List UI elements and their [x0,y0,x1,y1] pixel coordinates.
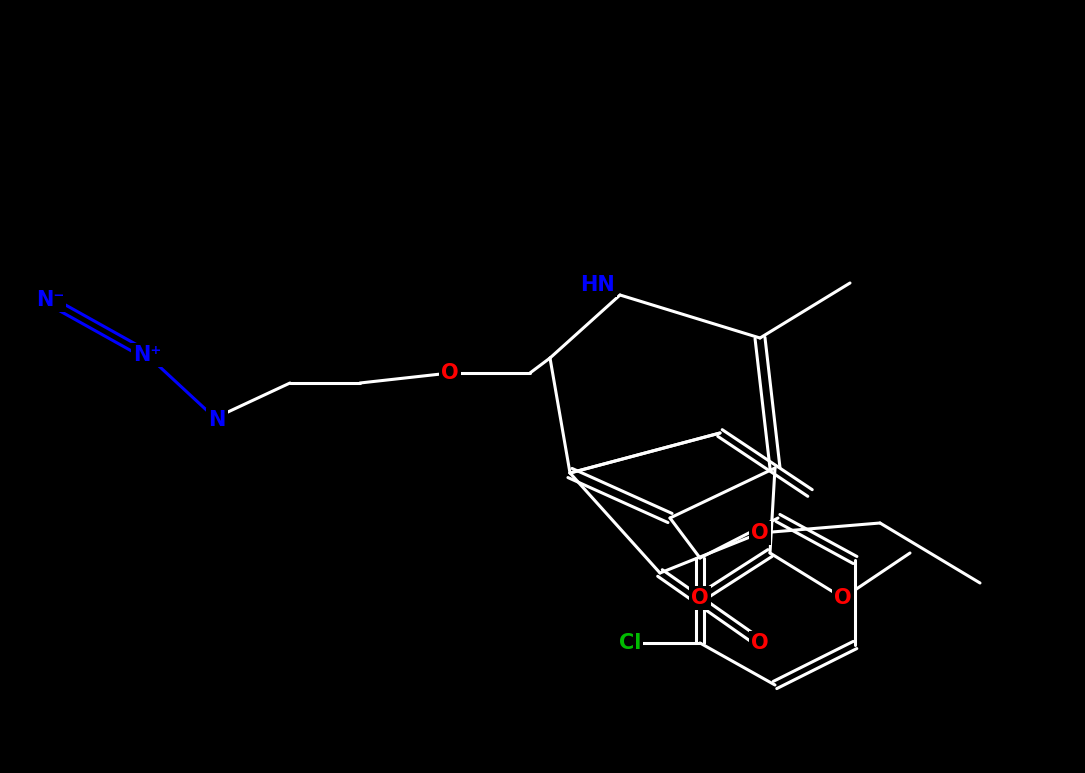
Text: O: O [691,588,709,608]
Text: HN: HN [580,275,615,295]
Text: O: O [751,523,769,543]
Text: O: O [834,588,852,608]
Text: Cl: Cl [618,633,641,653]
Text: N: N [208,410,226,430]
Text: N⁺: N⁺ [132,345,162,365]
Text: N⁻: N⁻ [36,290,64,310]
Text: O: O [751,633,769,653]
Text: O: O [442,363,459,383]
